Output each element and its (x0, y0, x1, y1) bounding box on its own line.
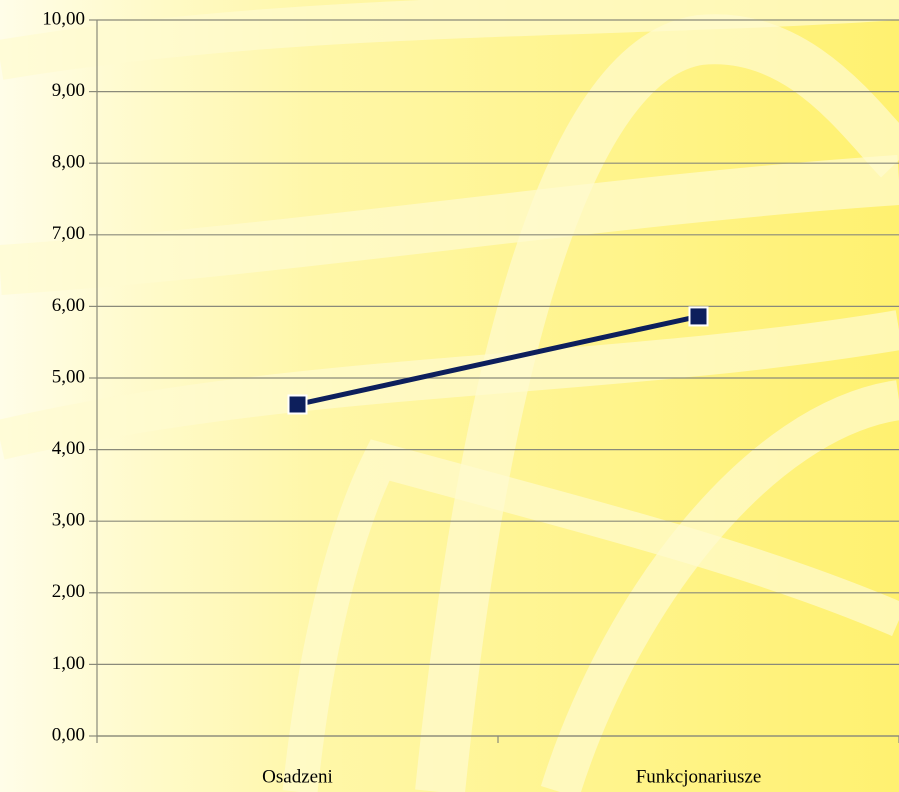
y-tick-label: 6,00 (52, 295, 85, 316)
y-tick-label: 3,00 (52, 510, 85, 531)
y-tick-label: 7,00 (52, 223, 85, 244)
marker (688, 306, 709, 327)
y-tick-label: 10,00 (42, 8, 85, 29)
x-tick-label: Osadzeni (262, 766, 333, 787)
y-tick-label: 2,00 (52, 581, 85, 602)
y-tick-label: 4,00 (52, 438, 85, 459)
marker (287, 394, 308, 415)
y-tick-label: 5,00 (52, 366, 85, 387)
y-tick-label: 9,00 (52, 80, 85, 101)
y-tick-label: 0,00 (52, 724, 85, 745)
y-tick-label: 1,00 (52, 653, 85, 674)
y-tick-label: 8,00 (52, 152, 85, 173)
x-tick-label: Funkcjonariusze (636, 766, 762, 787)
plot: 0,00 1,00 2,00 3,00 4,00 5,00 6,00 7,00 8,00 9,00… (42, 8, 899, 787)
line (296, 313, 700, 407)
